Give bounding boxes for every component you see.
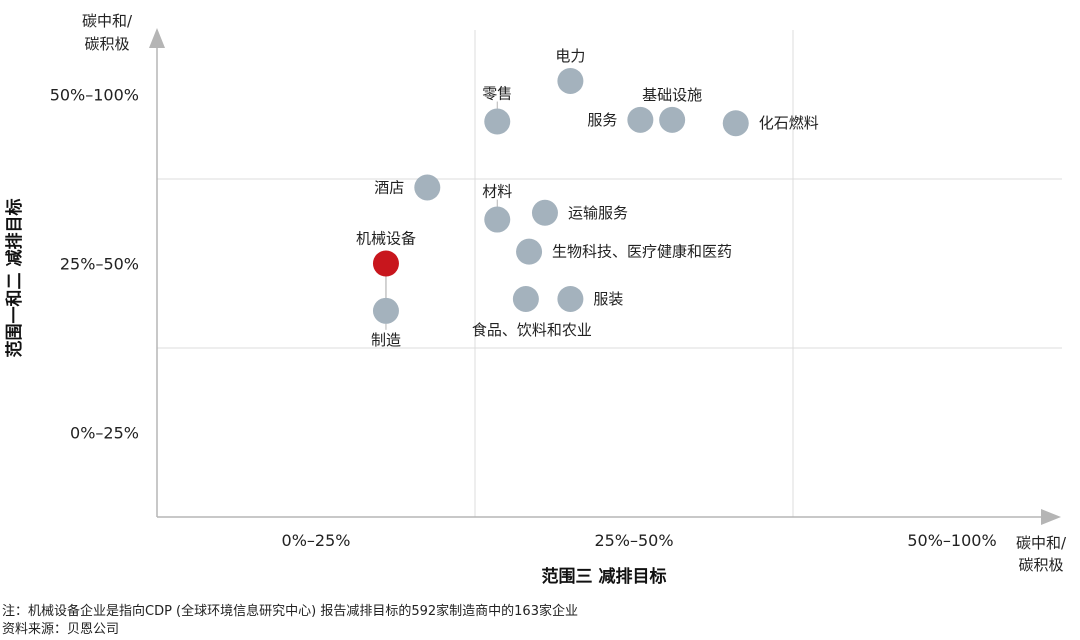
y-tick-label: 0%–25% xyxy=(70,424,139,443)
data-point xyxy=(722,110,749,137)
x-axis-end-label-line2: 碳积极 xyxy=(1018,556,1063,574)
data-point xyxy=(484,206,511,233)
x-tick-label: 0%–25% xyxy=(282,531,351,550)
y-tick-label: 50%–100% xyxy=(50,86,139,105)
highlight-data-point xyxy=(372,250,399,277)
point-label: 运输服务 xyxy=(568,204,628,222)
point-label: 服装 xyxy=(593,290,623,308)
label-connectors xyxy=(385,101,498,330)
point-label: 电力 xyxy=(555,47,585,65)
x-axis-title: 范围三 减排目标 xyxy=(542,566,667,587)
tick-labels: 0%–25% 25%–50% 50%–100% 0%–25% 25%–50% 50%–10… xyxy=(50,86,997,551)
point-label: 酒店 xyxy=(374,178,404,196)
y-axis-title: 范围一和二 减排目标 xyxy=(4,199,25,358)
data-point xyxy=(516,238,543,265)
data-point xyxy=(659,106,686,133)
data-points xyxy=(372,67,749,324)
y-axis-end-label-line1: 碳中和/ xyxy=(82,12,133,30)
y-axis-end-label-line2: 碳积极 xyxy=(84,35,129,53)
data-point xyxy=(531,199,558,226)
x-axis-arrow-icon xyxy=(1041,509,1061,525)
source-note: 资料来源：贝恩公司 xyxy=(2,622,120,637)
point-label: 制造 xyxy=(371,331,401,349)
y-axis-arrow-icon xyxy=(149,28,165,48)
axes xyxy=(149,28,1061,525)
data-point xyxy=(484,108,511,135)
point-label: 零售 xyxy=(482,85,512,103)
y-tick-label: 25%–50% xyxy=(60,255,139,274)
point-label: 食品、饮料和农业 xyxy=(472,321,592,339)
data-point xyxy=(512,285,539,312)
point-label: 化石燃料 xyxy=(759,114,819,132)
data-point xyxy=(557,285,584,312)
point-label: 基础设施 xyxy=(642,86,702,104)
point-label: 服务 xyxy=(587,111,617,129)
data-point xyxy=(557,67,584,94)
point-label: 材料 xyxy=(482,183,512,201)
x-axis-end-label-line1: 碳中和/ xyxy=(1016,534,1067,552)
grid-lines xyxy=(157,30,1062,517)
footnote: 注：机械设备企业是指向CDP (全球环境信息研究中心) 报告减排目标的592家制… xyxy=(2,604,578,619)
x-tick-label: 50%–100% xyxy=(907,531,996,550)
data-point xyxy=(627,106,654,133)
data-point xyxy=(414,174,441,201)
point-label: 机械设备 xyxy=(356,230,416,248)
point-label: 生物科技、医疗健康和医药 xyxy=(552,243,732,261)
data-point xyxy=(372,297,399,324)
x-tick-label: 25%–50% xyxy=(594,531,673,550)
